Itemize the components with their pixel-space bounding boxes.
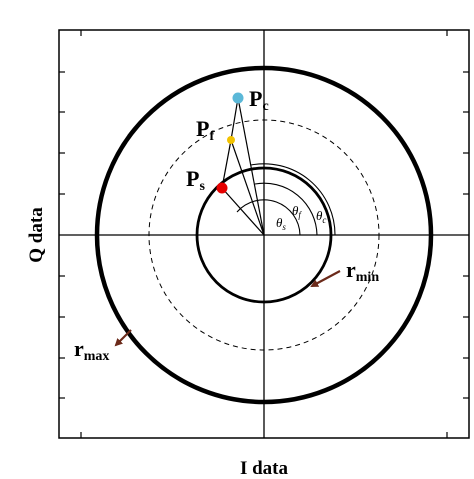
- rmax-arrow: [114, 329, 132, 347]
- ray-to-pf: [230, 139, 265, 236]
- label-pc: Pc: [249, 86, 269, 114]
- outer-circle-rmax: [94, 65, 434, 405]
- angle-arc-theta-f: [254, 182, 318, 236]
- angle-arc-theta-c: [250, 163, 336, 236]
- x-axis-title: I data: [240, 458, 289, 474]
- label-theta-s: θs: [276, 215, 286, 232]
- ray-to-ps: [221, 187, 265, 236]
- point-ps: [216, 182, 228, 194]
- rmin-arrow: [310, 270, 341, 287]
- ray-to-pc: [237, 97, 265, 236]
- angle-arc-theta-s: [236, 199, 301, 236]
- label-rmin: rmin: [346, 257, 379, 285]
- point-pc: [232, 92, 244, 104]
- label-rmax: rmax: [74, 336, 109, 364]
- label-pf: Pf: [196, 116, 214, 144]
- point-pf: [227, 136, 235, 144]
- chord-ps-pf: [221, 139, 232, 189]
- label-theta-c: θc: [316, 208, 326, 225]
- chord-pf-pc: [230, 97, 239, 141]
- label-ps: Ps: [186, 166, 205, 194]
- inner-circle-rmin: [195, 166, 333, 304]
- y-axis-title: Q data: [26, 207, 47, 263]
- tick-marks: [59, 30, 469, 438]
- dashed-circle: [148, 119, 380, 351]
- label-theta-f: θf: [292, 203, 302, 220]
